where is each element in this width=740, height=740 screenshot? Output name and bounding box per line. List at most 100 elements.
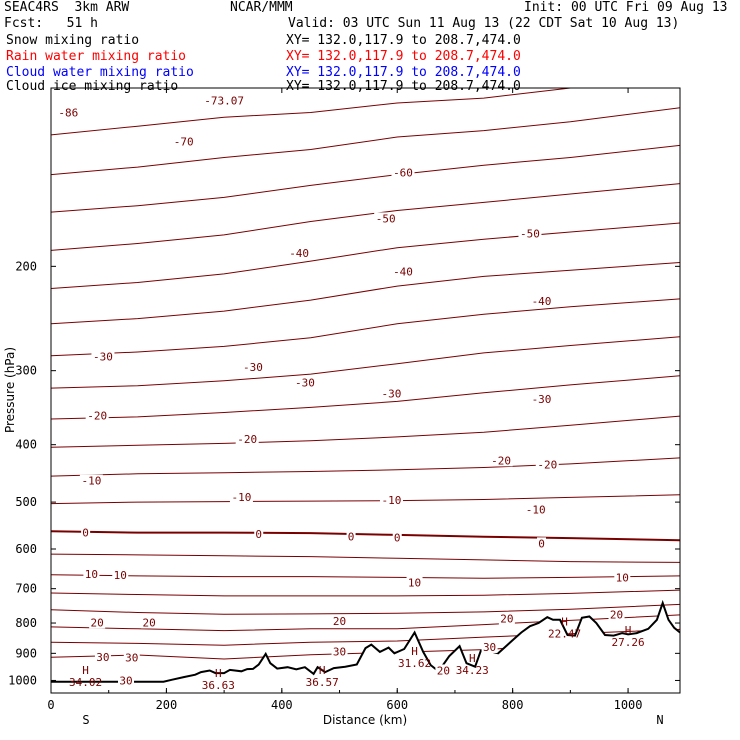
contour-line [51,183,680,251]
contour-label: -86 [58,107,78,120]
contour-line [51,589,680,597]
contour-label: -73.07 [204,95,244,108]
y-axis-title: Pressure (hPa) [3,347,17,433]
extremum-marker: H [625,624,632,637]
contour-label: -10 [231,491,251,504]
forecast-hour: Fcst: 51 h [4,16,98,31]
contour-label-bg [608,608,625,621]
contour-label-bg [535,458,559,471]
contour-line [51,553,680,563]
contour-line [51,298,680,357]
contour-label-bg [530,295,554,308]
contour-label: 20 [610,609,623,622]
y-tick-label: 600 [15,542,37,556]
contour-label-bg [235,432,259,445]
contour-line [51,415,680,448]
init-time: Init: 00 UTC Fri 09 Aug 13 [524,0,728,15]
extremum-value: 36.57 [306,676,339,689]
contour-label: 20 [142,616,155,629]
contour-label-bg [293,376,317,389]
extremum-marker: H [215,667,222,680]
x-endpoint-left: S [82,713,89,727]
contour-label: -20 [237,433,257,446]
contour-label-bg [229,490,253,503]
contour-label: 10 [408,577,421,590]
contour-label-bg [241,361,265,374]
x-endpoint-right: N [656,713,663,727]
terrain-profile [51,599,680,693]
contour-line [51,603,680,615]
contour-label-bg [498,612,515,625]
contour-label: -10 [526,504,546,517]
temperature-contours [51,88,680,660]
contour-label: 0 [394,532,401,545]
contour-label: 10 [85,568,98,581]
y-tick-label: 900 [15,646,37,660]
contour-label-bg [489,454,513,467]
field-cloud-water-xy: XY= 132.0,117.9 to 208.7,474.0 [286,65,521,80]
contour-label: 30 [333,645,346,658]
contour-line [51,530,680,542]
y-tick-label: 300 [15,364,37,378]
contour-label: 20 [91,616,104,629]
extremum-value: 34.23 [456,664,489,677]
contour-label-bg [254,528,264,541]
contour-label: -50 [376,212,396,225]
contour-line [51,88,574,136]
extremum-value: 27.26 [612,636,645,649]
contour-label: 30 [483,641,496,654]
contour-label: -30 [93,351,113,364]
model-title: SEAC4RS 3km ARW [4,0,130,15]
contour-labels: -86 -73.07 -70 -60 -50 -50 -40 -40 -40 -30 -30 -30 -… [56,94,645,692]
contour-label-bg [79,474,103,487]
terrain-line [51,599,680,683]
extremum-marker: H [469,652,476,665]
contour-label: -50 [520,227,540,240]
contour-label: -40 [393,265,413,278]
contour-label-bg [85,409,109,422]
x-tick-label: 600 [386,698,408,712]
x-tick-label: 0 [47,698,54,712]
x-axis-title: Distance (km) [323,713,407,727]
field-cloud-ice-xy: XY= 132.0,117.9 to 208.7,474.0 [286,79,521,94]
y-tick-label: 200 [15,259,37,273]
contour-label: -30 [532,393,552,406]
contour-label: -40 [532,295,552,308]
contour-label-bg [331,615,348,628]
contour-line [51,336,680,389]
contour-line [51,144,680,213]
contour-line [51,107,680,176]
field-cloud-ice-label: Cloud ice mixing ratio [6,79,179,94]
y-tick-label: 400 [15,438,37,452]
extremum-value: 34.02 [69,676,102,689]
contour-label-bg [202,94,247,107]
plot-frame [50,87,681,694]
contour-label: 30 [119,674,132,687]
contour-label: -30 [382,388,402,401]
contour-label-bg [435,664,452,677]
y-tick-label: 1000 [8,673,37,687]
extremum-marker: H [411,645,418,658]
contour-label: 0 [255,528,262,541]
contour-label-bg [94,651,111,664]
y-tick-label: 500 [15,495,37,509]
contour-label: 20 [437,664,450,677]
y-tick-label: 800 [15,616,37,630]
contour-label: 20 [500,612,513,625]
contour-label-bg [481,640,498,653]
valid-time: Valid: 03 UTC Sun 11 Aug 13 (22 CDT Sat … [288,16,680,31]
contour-label-bg [391,166,415,179]
contour-label-bg [91,350,115,363]
contour-label: 30 [125,651,138,664]
field-snow-label: Snow mixing ratio [6,33,140,48]
field-rain-label: Rain water mixing ratio [6,49,187,64]
organization-label: NCAR/MMM [230,0,293,15]
contour-label-bg [346,530,356,543]
contour-label-bg [83,567,100,580]
contour-label-bg [530,393,554,406]
terrain-fill [51,603,680,693]
contour-label: -40 [289,247,309,260]
x-tick-label: 200 [156,698,178,712]
contour-label-bg [391,265,415,278]
